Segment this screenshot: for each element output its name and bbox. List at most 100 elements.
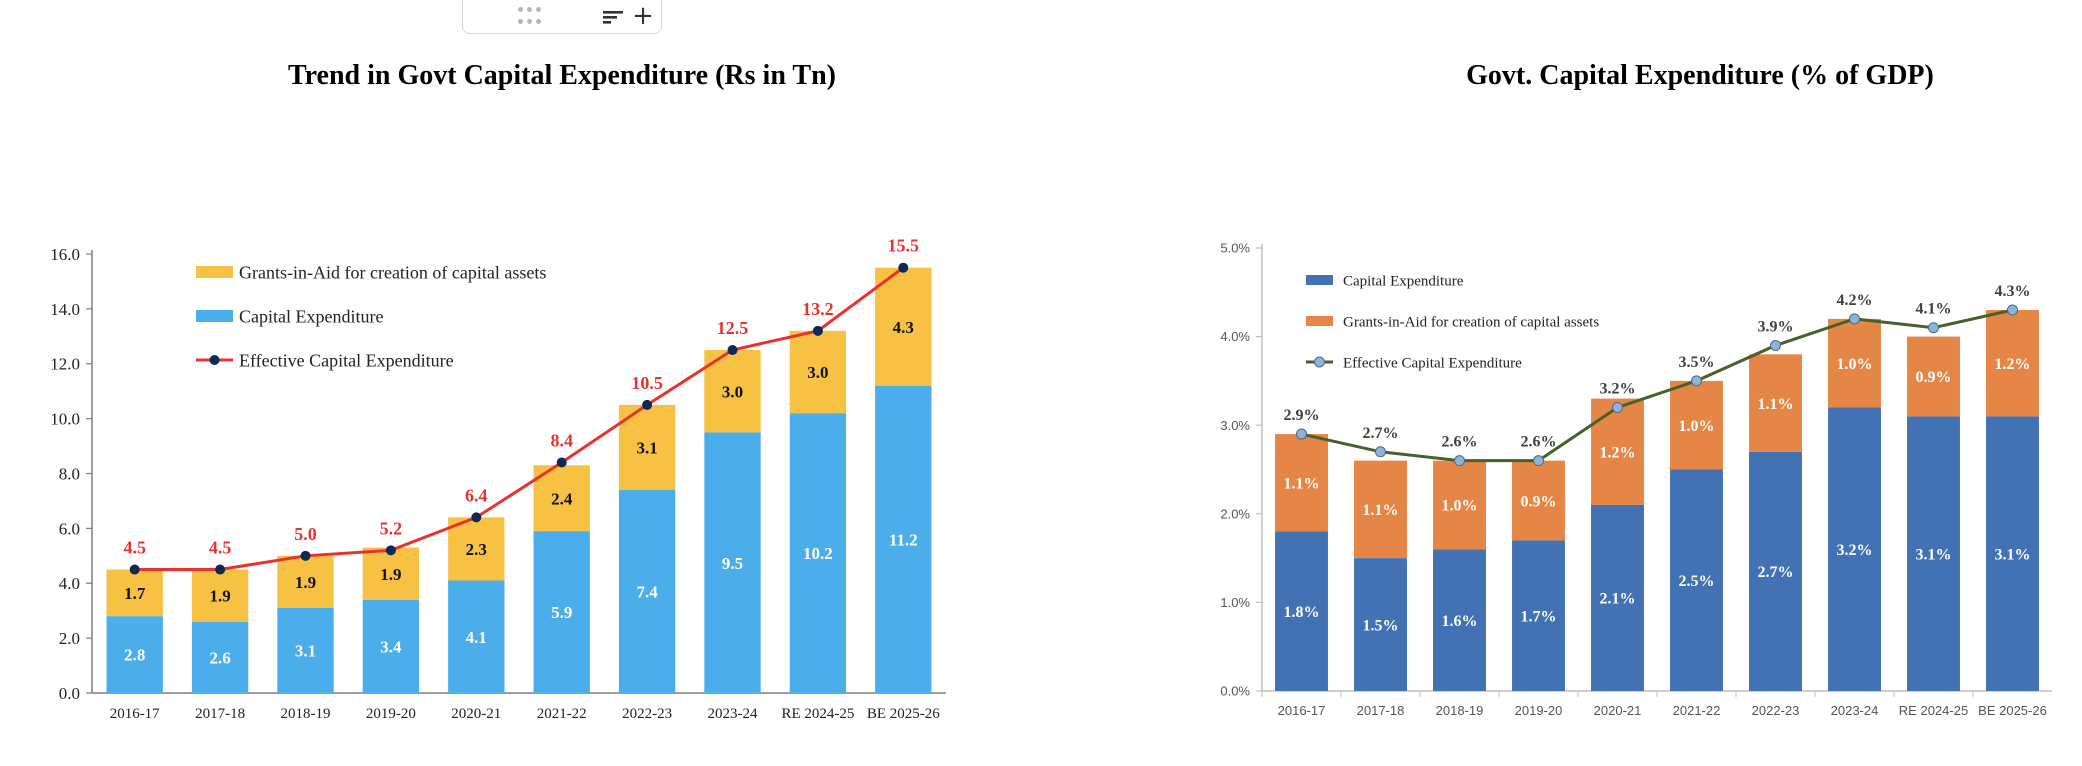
line-point [1454, 455, 1465, 467]
bar-data-label: 7.4 [636, 583, 658, 602]
line-data-label: 10.5 [631, 373, 663, 393]
bar-segment [191, 621, 249, 693]
line-data-label: 12.5 [717, 318, 749, 338]
bar-segment [1986, 310, 2039, 417]
bar-data-label: 1.7 [124, 584, 146, 603]
line-point [1533, 455, 1544, 467]
y-tick-label: 14.0 [50, 300, 80, 319]
bar-data-label: 1.9 [295, 573, 316, 592]
x-tick-label: 2023-24 [1831, 703, 1879, 718]
bar-segment [1354, 460, 1407, 559]
bar-data-label: 4.3 [893, 318, 914, 337]
bar-data-label: 3.0 [722, 382, 743, 401]
bar-data-label: 2.8 [124, 646, 145, 665]
line-point [385, 545, 396, 556]
bar-segment [1512, 540, 1565, 691]
bar-data-label: 3.2% [1837, 542, 1873, 559]
chart-1-svg: 0.0 2.0 4.0 6.0 8.0 10.0 12.0 14.0 16.0 2016-17 20… [50, 236, 946, 722]
bar-segment [1591, 504, 1644, 691]
y-tick-label: 8.0 [59, 464, 80, 483]
bar-segment [789, 413, 847, 693]
bar-data-label: 1.7% [1521, 608, 1557, 625]
bar-segment [704, 432, 761, 693]
bar-segment [533, 531, 590, 693]
bar-segment [448, 580, 505, 693]
bar-data-label: 1.1% [1284, 476, 1320, 493]
bar-data-label: 3.1% [1995, 546, 2031, 563]
bar-data-label: 5.9 [551, 603, 572, 622]
y-tick-label: 4.0% [1220, 329, 1250, 344]
bar-segment [1275, 434, 1328, 532]
line-point [1770, 339, 1781, 351]
y-tick-label: 0.0% [1220, 684, 1250, 699]
bar-segment [1275, 531, 1328, 691]
bar-segment [1749, 354, 1802, 452]
line-point [1612, 401, 1623, 413]
chart-toolbar: + [462, 0, 662, 34]
line-data-label: 6.4 [465, 485, 488, 505]
bar-segment [1828, 407, 1881, 691]
x-tick-label: 2019-20 [366, 706, 416, 722]
line-data-label: 4.2% [1837, 292, 1873, 309]
x-tick-label: 2021-22 [1673, 703, 1721, 718]
bar-segment [1354, 558, 1407, 691]
line-data-label: 2.7% [1363, 425, 1399, 442]
bar-data-label: 1.0% [1442, 498, 1478, 515]
line-point [2007, 304, 2018, 316]
legend-label: Effective Capital Expenditure [1343, 355, 1522, 371]
bar-segment [362, 599, 420, 693]
y-tick-label: 3.0% [1220, 418, 1250, 433]
bar-segment [1907, 416, 1960, 691]
bar-data-label: 2.6 [209, 648, 230, 667]
line-point [556, 457, 567, 468]
sort-lines-icon[interactable] [601, 6, 625, 28]
y-tick-label: 12.0 [50, 355, 80, 374]
y-tick-label: 2.0 [59, 629, 80, 648]
line-data-label: 4.3% [1995, 283, 2031, 300]
legend-swatch [1306, 316, 1333, 326]
line-point [1928, 322, 1939, 334]
drag-handle-icon[interactable] [518, 7, 544, 27]
legend-swatch-marker [209, 355, 220, 365]
line-data-label: 13.2 [802, 299, 834, 319]
bar-data-label: 2.4 [551, 489, 573, 508]
line-point [129, 564, 140, 575]
line-point [898, 262, 909, 273]
bar-data-label: 3.0 [807, 363, 828, 382]
x-tick-label: 2021-22 [537, 706, 587, 722]
chart-2-title: Govt. Capital Expenditure (% of GDP) [1466, 60, 1934, 91]
legend-label: Effective Capital Expenditure [239, 350, 454, 370]
bar-segment [1591, 398, 1644, 505]
bar-segment [191, 569, 249, 622]
bar-segment [875, 267, 932, 386]
bar-segment [277, 607, 334, 693]
x-tick-label: 2017-18 [1357, 703, 1405, 718]
line-point [1375, 446, 1386, 458]
bar-segment [448, 517, 505, 581]
bar-segment [1512, 460, 1565, 541]
bar-data-label: 1.0% [1837, 356, 1873, 373]
bar-data-label: 3.1 [295, 642, 316, 661]
y-tick-label: 0.0 [59, 684, 80, 703]
add-button[interactable]: + [632, 1, 654, 31]
legend-label: Grants-in-Aid for creation of capital as… [1343, 314, 1599, 330]
bar-data-label: 0.9% [1916, 369, 1952, 386]
x-tick-label: 2018-19 [1436, 703, 1484, 718]
y-tick-label: 5.0% [1220, 241, 1250, 256]
bar-data-label: 0.9% [1521, 493, 1557, 510]
bar-segment [1749, 451, 1802, 691]
y-tick-label: 10.0 [50, 410, 80, 429]
line-data-label: 5.2 [380, 518, 403, 538]
line-data-label: 8.4 [550, 431, 573, 451]
bar-segment [875, 385, 932, 693]
y-tick-label: 16.0 [50, 245, 80, 264]
bar-segment [789, 330, 847, 414]
bar-segment [277, 555, 334, 608]
bar-data-label: 3.4 [380, 637, 402, 656]
x-tick-label: 2022-23 [1752, 703, 1800, 718]
line-data-label: 2.6% [1521, 434, 1557, 451]
bar-segment [1828, 318, 1881, 408]
line-point [1849, 313, 1860, 325]
bar-data-label: 11.2 [889, 530, 918, 549]
